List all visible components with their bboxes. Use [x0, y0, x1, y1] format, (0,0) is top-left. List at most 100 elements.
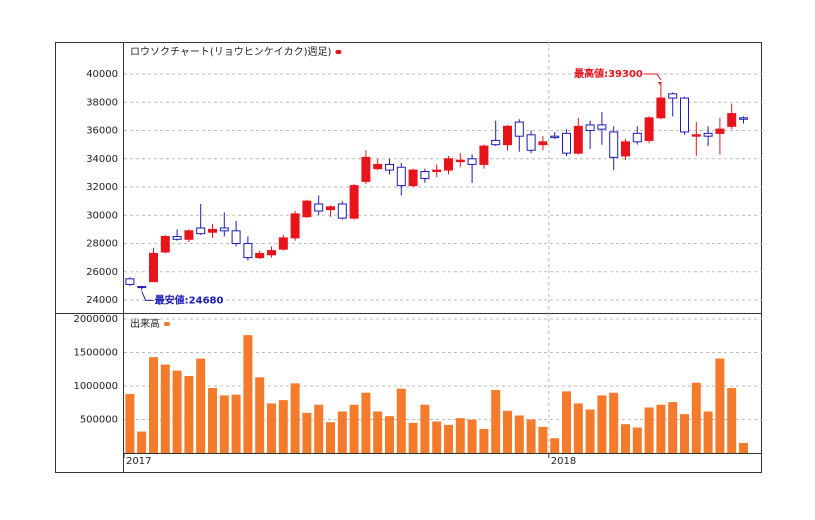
volume-bar	[326, 422, 335, 453]
candle-body	[255, 252, 265, 259]
volume-bar	[255, 377, 265, 453]
candle-body	[727, 113, 737, 127]
arrow-head	[657, 81, 662, 85]
volume-bar	[585, 409, 595, 453]
volume-bar	[444, 424, 453, 453]
volume-bar	[479, 428, 489, 453]
annotation-arrow	[643, 73, 662, 81]
candle-body	[172, 235, 182, 240]
candle-body	[373, 163, 383, 170]
x-tick-label: 2018	[551, 456, 576, 467]
volume-bar	[302, 412, 312, 453]
volume-bar	[149, 357, 158, 453]
volume-bar	[680, 414, 689, 453]
candle-body	[137, 286, 147, 289]
candle-body	[219, 227, 229, 232]
volume-bar	[243, 335, 253, 453]
volume-bar	[703, 411, 713, 453]
y-tick-label: 2000000	[73, 314, 118, 325]
volume-bar	[231, 394, 241, 453]
candle-body	[550, 135, 560, 139]
volume-bar	[196, 358, 206, 453]
legend-marker	[164, 322, 170, 326]
y-tick-label: 38000	[86, 97, 118, 108]
candle-body	[267, 250, 276, 256]
volume-bar	[739, 442, 748, 453]
candle-body	[290, 213, 300, 239]
volume-bar	[160, 364, 170, 453]
candle-body	[314, 203, 324, 212]
candle-body	[491, 139, 501, 146]
volume-bar	[373, 411, 383, 453]
volume-bar	[172, 370, 182, 453]
volume-bar	[267, 403, 276, 453]
candle-body	[562, 132, 571, 154]
y-tick-label: 1500000	[73, 348, 118, 359]
y-tick-label: 36000	[86, 126, 118, 137]
y-tick-label: 32000	[86, 182, 118, 193]
volume-bar	[715, 358, 725, 453]
candle-body	[585, 124, 595, 132]
candle-body	[479, 145, 489, 165]
candle-body	[656, 97, 666, 119]
x-tick-label: 2017	[126, 456, 151, 467]
candle-body	[184, 230, 194, 240]
y-tick-label: 1000000	[73, 381, 118, 392]
volume-bar	[632, 427, 642, 453]
volume-bar	[290, 383, 300, 453]
candle-body	[385, 163, 394, 171]
annotation: 最安値:24680	[155, 293, 224, 306]
y-tick-label: 40000	[86, 69, 118, 80]
volume-bar	[656, 404, 666, 453]
volume-bar	[621, 424, 630, 453]
candle-body	[573, 125, 583, 154]
volume-bar	[727, 388, 737, 453]
candle-body	[302, 200, 312, 218]
volume-bar	[550, 438, 560, 453]
candle-body	[597, 124, 607, 130]
candle-body	[125, 278, 135, 285]
candle-body	[644, 117, 654, 141]
candle-body	[668, 93, 678, 99]
volume-bar	[573, 403, 583, 453]
candle-body	[208, 228, 217, 233]
annotation: 最高値:39300	[574, 67, 643, 80]
volume-bar	[385, 416, 394, 453]
volume-bar	[691, 382, 701, 453]
volume-bar	[396, 388, 406, 453]
volume-bar	[668, 402, 678, 453]
volume-bar	[337, 411, 347, 453]
y-tick-label: 28000	[86, 239, 118, 250]
volume-bar	[503, 410, 512, 453]
candle-body	[420, 170, 430, 180]
y-tick-label: 26000	[86, 267, 118, 278]
volume-bar	[125, 394, 135, 453]
candle-body	[503, 125, 512, 146]
candle-body	[337, 203, 347, 219]
candle-body	[632, 132, 642, 143]
volume-bar	[562, 391, 571, 453]
volume-bar	[314, 404, 324, 453]
annotation-arrow	[141, 291, 154, 301]
volume-bar	[491, 390, 501, 453]
candle-body	[621, 141, 630, 157]
candle-body	[408, 169, 418, 187]
candle-body	[149, 252, 158, 283]
y-tick-label: 34000	[86, 154, 118, 165]
volume-bar	[420, 404, 430, 453]
legend-marker	[335, 50, 342, 54]
volume-bar	[597, 395, 607, 453]
candle-body	[703, 132, 713, 137]
price-title: ロウソクチャート(リョウヒンケイカク)週足)	[130, 46, 332, 58]
candle-body	[349, 185, 359, 219]
volume-bar	[644, 407, 654, 453]
candle-body	[196, 227, 206, 235]
volume-bar	[455, 418, 465, 453]
volume-bar	[208, 388, 217, 453]
volume-bar	[219, 395, 229, 453]
candle-body	[514, 121, 524, 137]
candle-body	[609, 131, 619, 158]
frame	[55, 42, 762, 473]
